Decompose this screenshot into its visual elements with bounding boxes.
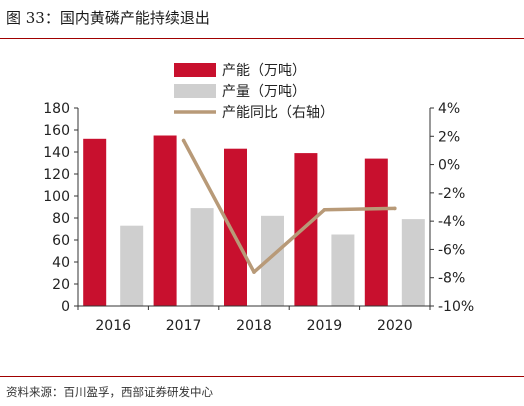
- yoy-point-2019: [322, 208, 327, 212]
- left-tick-label: 140: [43, 145, 70, 161]
- right-tick-label: -10%: [438, 299, 474, 315]
- legend-swatch-1: [174, 84, 216, 98]
- right-tick-label: -4%: [438, 214, 465, 230]
- yoy-point-2017: [181, 138, 186, 143]
- x-tick-label: 2020: [377, 318, 413, 334]
- x-tick-label: 2019: [307, 318, 343, 334]
- left-tick-label: 20: [52, 277, 70, 293]
- yoy-line: [181, 138, 397, 274]
- bars: [83, 135, 425, 306]
- right-tick-label: 2%: [438, 129, 460, 145]
- output-bar-2018: [261, 215, 284, 306]
- left-tick-label: 40: [52, 255, 70, 271]
- capacity-bar-2017: [153, 135, 177, 306]
- x-tick-label: 2018: [236, 318, 272, 334]
- title-rule: [0, 38, 524, 39]
- output-bar-2019: [331, 234, 355, 306]
- legend-swatch-0: [174, 63, 216, 77]
- capacity-bar-2016: [83, 138, 107, 306]
- capacity-bar-2018: [224, 148, 247, 306]
- x-tick-label: 2017: [166, 318, 202, 334]
- axes: 0 20 40 60 80 100 120 140 160 180 -10% -8% -6% -4% -2%…: [43, 101, 474, 334]
- yoy-point-2018: [252, 270, 256, 274]
- figure-title: 图 33：国内黄磷产能持续退出: [6, 9, 210, 27]
- capacity-bar-2020: [364, 158, 388, 306]
- right-tick-label: 4%: [438, 101, 460, 117]
- x-tick-label: 2016: [95, 318, 131, 334]
- output-bar-2020: [401, 219, 425, 306]
- right-tick-label: -2%: [438, 186, 465, 202]
- source-rule: [0, 376, 524, 377]
- output-bar-2017: [190, 208, 214, 306]
- right-tick-label: -8%: [438, 271, 465, 287]
- left-tick-label: 120: [43, 167, 70, 183]
- yoy-line-series: [181, 138, 397, 274]
- right-tick-label: -6%: [438, 242, 465, 258]
- legend-label-1: 产量（万吨）: [222, 84, 306, 100]
- yoy-point-2020: [393, 206, 397, 211]
- right-tick-label: 0%: [438, 158, 460, 174]
- left-tick-label: 180: [43, 101, 70, 117]
- legend: 产能（万吨） 产量（万吨） 产能同比（右轴）: [174, 63, 334, 121]
- output-bar-2016: [120, 225, 144, 306]
- legend-label-2: 产能同比（右轴）: [222, 105, 334, 121]
- source-note: 资料来源：百川盈孚，西部证券研发中心: [6, 385, 213, 399]
- left-tick-label: 60: [52, 233, 70, 249]
- left-tick-label: 0: [61, 299, 70, 315]
- left-tick-label: 100: [43, 189, 70, 205]
- chart: 产能（万吨） 产量（万吨） 产能同比（右轴） 0 20 40 60 80 100 120 140 1…: [43, 63, 474, 334]
- left-tick-label: 80: [52, 211, 70, 227]
- legend-label-0: 产能（万吨）: [222, 63, 306, 79]
- capacity-bar-2019: [294, 153, 318, 306]
- left-tick-label: 160: [43, 123, 70, 139]
